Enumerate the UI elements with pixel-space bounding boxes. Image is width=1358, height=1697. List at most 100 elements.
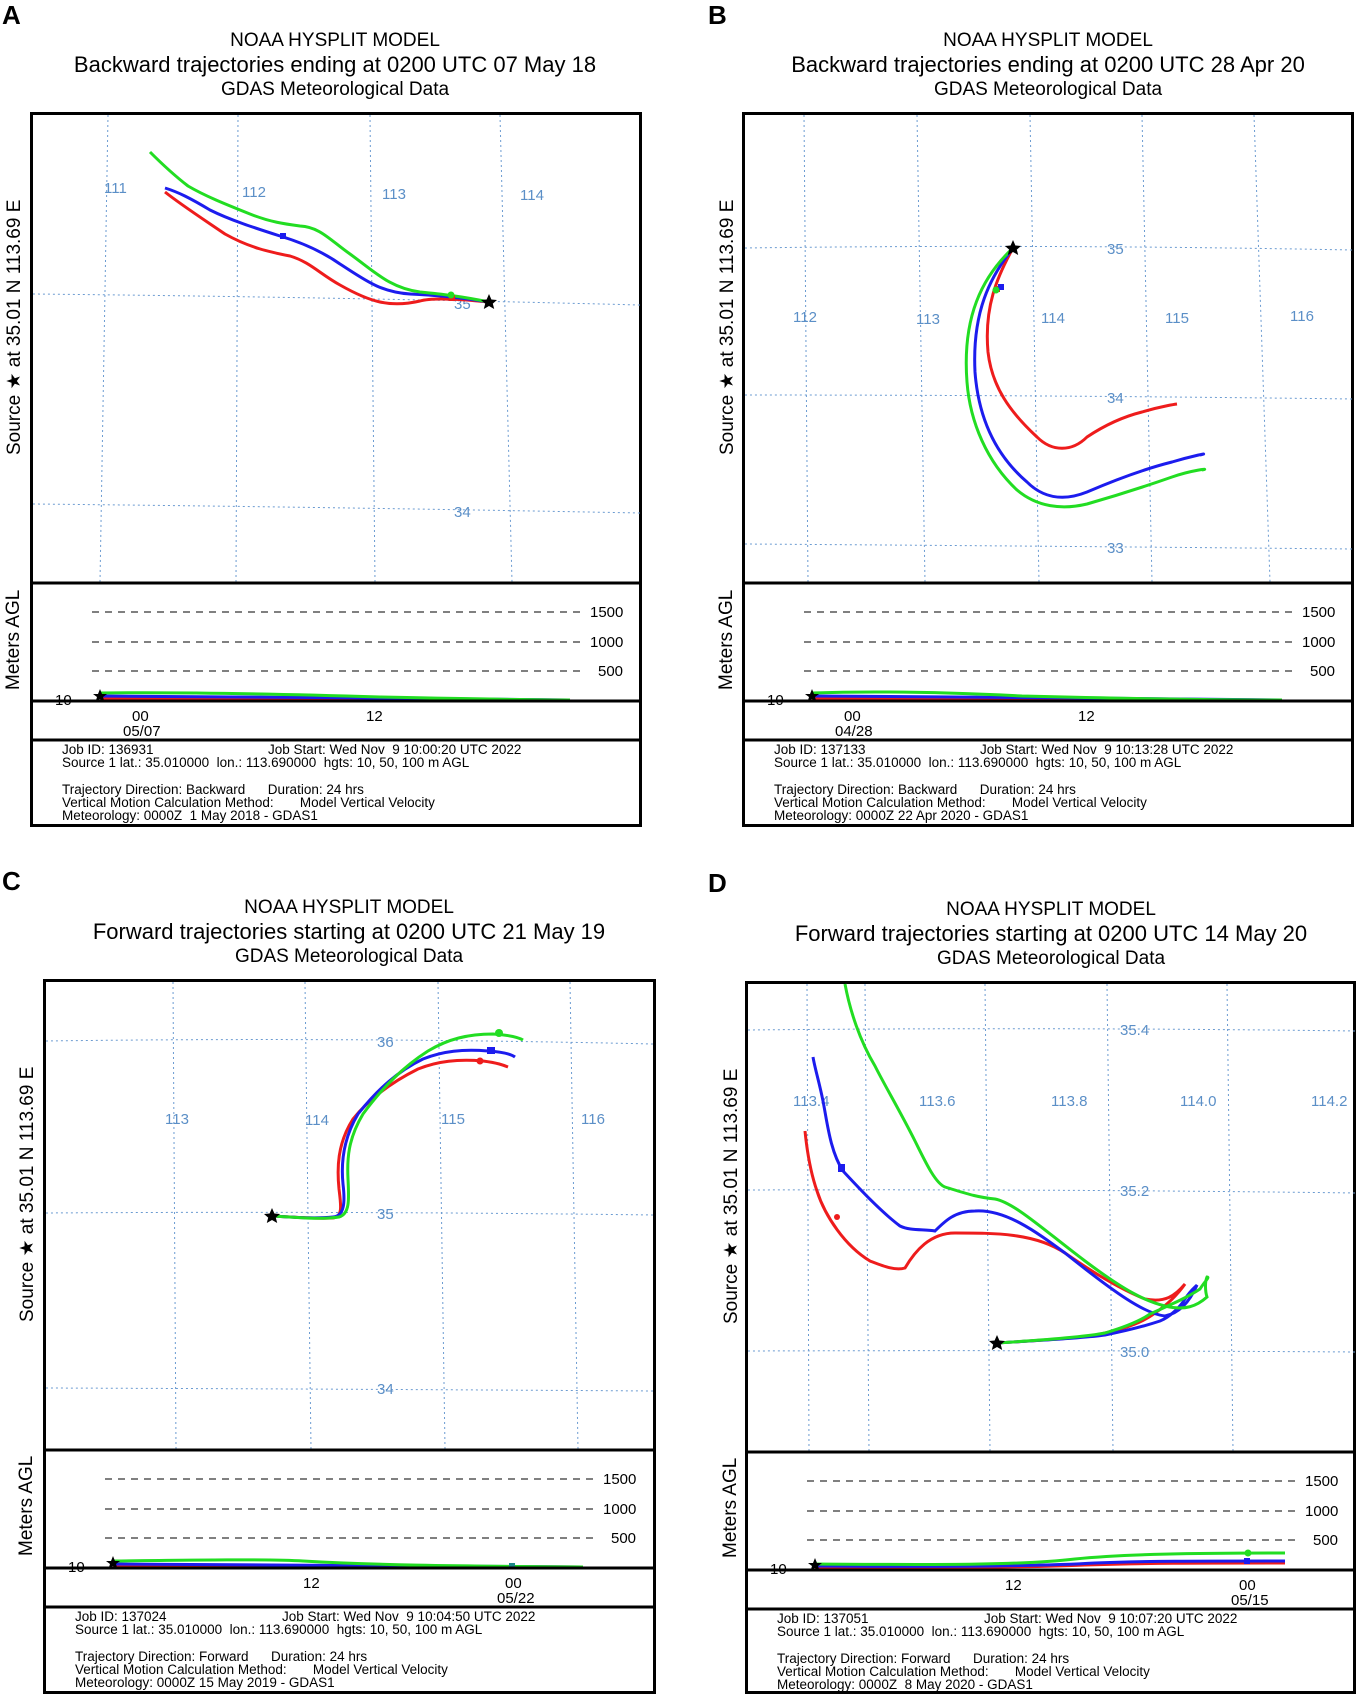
- panel-b-plot: 112 113 114 115 116 35 34 33 1500 1000: [742, 114, 1354, 742]
- panel-d-lat-label-35.2: 35.2: [1120, 1183, 1149, 1200]
- panel-b-frame: [742, 112, 1354, 827]
- panel-b-met-title: GDAS Meteorological Data: [933, 79, 1163, 100]
- panel-d-lat-label-35.0: 35.0: [1120, 1344, 1149, 1361]
- panel-a-alt-label-1500: 1500: [590, 604, 623, 621]
- panel-d-grid-lon-114.2: [1226, 983, 1234, 1452]
- panel-d-met-title: GDAS Meteorological Data: [936, 948, 1166, 969]
- panel-d-alt-label-500: 500: [1313, 1532, 1338, 1549]
- panel-d-alt-label-1000: 1000: [1305, 1503, 1338, 1520]
- panel-a-alt-label-500: 500: [598, 663, 623, 680]
- panel-b-map: 112 113 114 115 116 35 34 33: [744, 114, 1353, 583]
- panel-d-marker-10m: [834, 1214, 840, 1220]
- panel-c-alt-source-star: [106, 1556, 120, 1569]
- panel-b-grid-lat-35: [744, 245, 1353, 251]
- panel-d-grid-lon-113.4: [806, 983, 810, 1452]
- panel-letter-d: D: [708, 868, 727, 898]
- panel-d-alt-source-star: [808, 1558, 822, 1571]
- panel-c-marker-100m: [495, 1029, 503, 1037]
- panel-a-job-id: Job ID: 136931: [62, 742, 154, 757]
- panel-b-vertical-info: Vertical Motion Calculation Method: Mode…: [774, 795, 1147, 810]
- panel-a-grid-lon-113: [369, 114, 376, 583]
- panel-c-frame: [43, 979, 656, 1694]
- panel-c-meteorology-info: Meteorology: 0000Z 15 May 2019 - GDAS1: [75, 1675, 335, 1690]
- panel-b-main-title: Backward trajectories ending at 0200 UTC…: [791, 52, 1305, 77]
- panel-d-map: 113.4 113.6 113.8 114.0 114.2 35.4 35.2 …: [747, 983, 1356, 1452]
- panel-b-lon-label-115: 115: [1165, 310, 1189, 327]
- panel-c-grid-lon-113: [172, 981, 177, 1450]
- panel-c-marker-50m: [487, 1047, 495, 1054]
- panel-d-lon-label-113.4: 113.4: [793, 1093, 829, 1110]
- panel-a-alt-source-star: [93, 689, 107, 702]
- panel-b-alt-label-500: 500: [1310, 663, 1335, 680]
- panel-c-lon-label-115: 115: [441, 1111, 465, 1128]
- panel-c-met-title: GDAS Meteorological Data: [234, 946, 464, 967]
- panel-c-model-title: NOAA HYSPLIT MODEL: [244, 897, 454, 918]
- panel-d-time-label-12: 12: [1005, 1577, 1022, 1594]
- panel-a-traj-50m: [164, 186, 490, 304]
- panel-b-map-ylabel: Source ★ at 35.01 N 113.69 E: [717, 199, 738, 455]
- panel-a-grid-lat-34: [32, 503, 641, 514]
- panel-c-lon-label-116: 116: [581, 1111, 605, 1128]
- panel-d-lon-label-114.2: 114.2: [1311, 1093, 1347, 1110]
- panel-c-job-id: Job ID: 137024: [75, 1609, 167, 1624]
- panel-c-grid-lat-34: [45, 1387, 654, 1392]
- panel-d-grid-lat-35.2: [747, 1189, 1356, 1194]
- panel-a-date-label: 05/07: [123, 723, 161, 740]
- panel-b-grid-lat-33: [744, 543, 1353, 550]
- panel-b-source-info: Source 1 lat.: 35.010000 lon.: 113.69000…: [774, 755, 1182, 770]
- panel-b-altitude: 1500 1000 500 10 00 12 04/28: [742, 604, 1354, 740]
- panel-d-altitude: 1500 1000 500 10 12 00 05/15: [745, 1473, 1356, 1609]
- panel-d-alt-marker-50m: [1244, 1558, 1250, 1564]
- panel-b-grid-lon-115: [1141, 114, 1153, 583]
- panel-b-alt-label-1500: 1500: [1302, 604, 1335, 621]
- panel-c-grid-lat-35: [45, 1211, 654, 1216]
- panel-a-meteorology-info: Meteorology: 0000Z 1 May 2018 - GDAS1: [62, 808, 318, 823]
- panel-d-traj-100m: [843, 983, 1210, 1345]
- panel-b-job-start: Job Start: Wed Nov 9 10:13:28 UTC 2022: [980, 742, 1234, 757]
- panel-a-met-title: GDAS Meteorological Data: [220, 79, 450, 100]
- panel-d-job-id: Job ID: 137051: [777, 1611, 869, 1626]
- panel-a-frame: [30, 112, 642, 827]
- panel-d-lat-label-35.4: 35.4: [1120, 1022, 1149, 1039]
- panel-b-source-star: [1005, 240, 1021, 255]
- panel-a-marker-100m: [447, 291, 455, 299]
- panel-d-meteorology-info: Meteorology: 0000Z 8 May 2020 - GDAS1: [777, 1677, 1033, 1692]
- panel-d-alt-traj-50m: [814, 1559, 1286, 1568]
- panel-c-source-star: [264, 1208, 280, 1223]
- panel-d-alt-marker-100m: [1244, 1549, 1252, 1557]
- panel-c-job-start: Job Start: Wed Nov 9 10:04:50 UTC 2022: [282, 1609, 536, 1624]
- panel-a-direction-info: Trajectory Direction: Backward Duration:…: [62, 782, 364, 797]
- panel-c-altitude: 1500 1000 500 10 12 00 05/22: [43, 1471, 656, 1607]
- panel-c-lon-label-114: 114: [305, 1112, 329, 1129]
- panel-d-traj-50m: [811, 1056, 1199, 1345]
- panel-b-lat-label-33: 33: [1107, 540, 1124, 557]
- panel-a-job-start: Job Start: Wed Nov 9 10:00:20 UTC 2022: [268, 742, 522, 757]
- panel-a-plot: 111 112 113 114 35 34 1500 1000 500 10: [30, 114, 642, 742]
- panel-a-map: 111 112 113 114 35 34: [32, 114, 641, 583]
- panel-b-time-label-00: 00: [844, 708, 861, 725]
- panel-b-grid-lat-34: [744, 394, 1353, 400]
- panel-c-marker-10m: [476, 1057, 484, 1065]
- panel-b-traj-10m: [985, 247, 1178, 450]
- panel-c-grid-lon-116: [569, 981, 579, 1450]
- panel-b-alt-label-1000: 1000: [1302, 634, 1335, 651]
- panel-c-lat-label-36: 36: [377, 1034, 394, 1051]
- panel-a-alt-ylabel: Meters AGL: [3, 589, 24, 690]
- panel-c-map-ylabel: Source ★ at 35.01 N 113.69 E: [17, 1066, 38, 1322]
- panel-b-alt-source-star: [805, 689, 819, 702]
- panel-c-alt-ylabel: Meters AGL: [16, 1455, 37, 1556]
- panel-b-lon-label-112: 112: [793, 309, 817, 326]
- panel-b-grid-lon-114: [1029, 114, 1040, 583]
- panel-a-lon-label-114: 114: [520, 187, 544, 204]
- panel-d-lon-label-113.8: 113.8: [1051, 1093, 1087, 1110]
- panel-b-time-label-12: 12: [1078, 708, 1095, 725]
- panel-c-plot: 113 114 115 116 36 35 34 1500 1000 500: [43, 981, 656, 1609]
- panel-b-marker-100m: [992, 286, 1000, 294]
- panel-a-source-info: Source 1 lat.: 35.010000 lon.: 113.69000…: [62, 755, 470, 770]
- panel-d-grid-lon-114.0: [1106, 983, 1114, 1452]
- panel-b-grid-lon-116: [1253, 114, 1271, 583]
- panel-a-vertical-info: Vertical Motion Calculation Method: Mode…: [62, 795, 435, 810]
- panel-b-date-label: 04/28: [835, 723, 873, 740]
- panel-a-traj-10m: [164, 190, 490, 306]
- panel-a-lon-label-112: 112: [242, 184, 266, 201]
